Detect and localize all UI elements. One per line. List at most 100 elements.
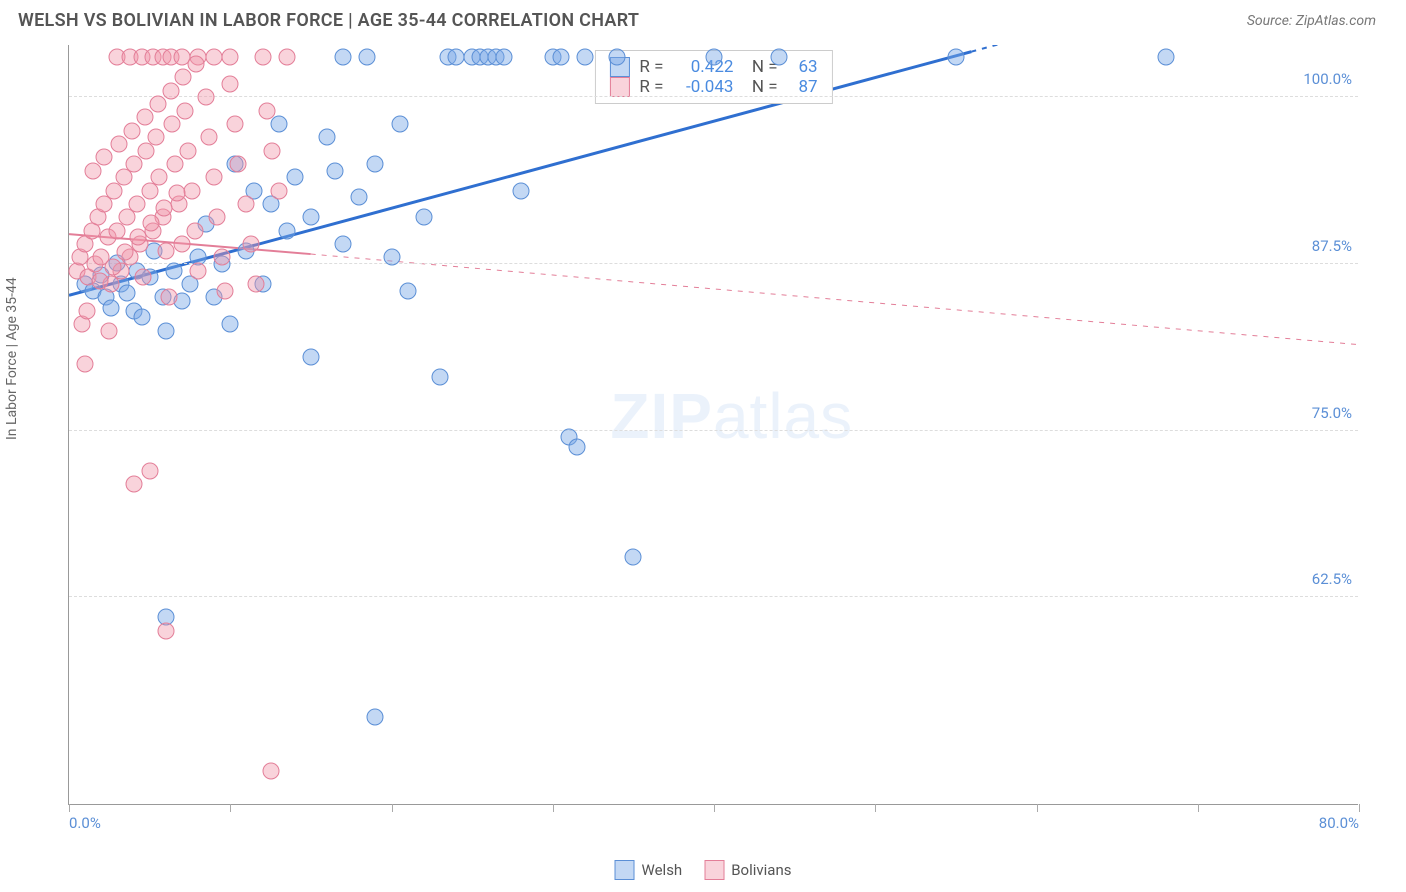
data-point-bolivians: [117, 244, 134, 261]
data-point-bolivians: [143, 214, 160, 231]
watermark: ZIPatlas: [610, 379, 853, 453]
data-point-bolivians: [188, 56, 205, 73]
y-axis-label: In Labor Force | Age 35-44: [4, 277, 20, 440]
data-point-bolivians: [136, 109, 153, 126]
data-point-welsh: [431, 369, 448, 386]
data-point-bolivians: [217, 282, 234, 299]
data-point-bolivians: [173, 236, 190, 253]
data-point-bolivians: [101, 322, 118, 339]
data-point-welsh: [399, 282, 416, 299]
data-point-bolivians: [227, 116, 244, 133]
data-point-welsh: [383, 249, 400, 266]
data-point-bolivians: [186, 222, 203, 239]
x-tick-label: 80.0%: [1319, 814, 1359, 832]
stat-r-bolivians: -0.043: [673, 77, 733, 97]
x-tick: [1198, 804, 1199, 812]
gridline: [69, 263, 1358, 264]
stat-r-label: R =: [639, 57, 663, 77]
gridline: [69, 96, 1358, 97]
data-point-welsh: [327, 162, 344, 179]
data-point-bolivians: [206, 169, 223, 186]
data-point-welsh: [102, 300, 119, 317]
scatter-plot: ZIPatlas R = 0.422 N = 63 R = -0.043 N =…: [68, 45, 1358, 805]
data-point-bolivians: [125, 156, 142, 173]
data-point-bolivians: [162, 82, 179, 99]
x-tick: [1037, 804, 1038, 812]
data-point-bolivians: [149, 96, 166, 113]
data-point-bolivians: [206, 49, 223, 66]
legend-label-bolivians: Bolivians: [731, 861, 791, 879]
data-point-bolivians: [183, 182, 200, 199]
data-point-welsh: [512, 182, 529, 199]
x-tick: [714, 804, 715, 812]
data-point-welsh: [577, 49, 594, 66]
data-point-bolivians: [104, 258, 121, 275]
swatch-bolivians: [609, 77, 629, 97]
y-tick-label: 62.5%: [1312, 570, 1352, 588]
data-point-bolivians: [201, 129, 218, 146]
data-point-welsh: [415, 209, 432, 226]
data-point-welsh: [335, 49, 352, 66]
data-point-bolivians: [278, 49, 295, 66]
data-point-welsh: [286, 169, 303, 186]
data-point-welsh: [770, 49, 787, 66]
data-point-welsh: [302, 349, 319, 366]
data-point-welsh: [367, 709, 384, 726]
data-point-welsh: [302, 209, 319, 226]
x-tick: [553, 804, 554, 812]
data-point-welsh: [351, 189, 368, 206]
data-point-welsh: [157, 322, 174, 339]
data-point-welsh: [947, 49, 964, 66]
data-point-bolivians: [254, 49, 271, 66]
data-point-bolivians: [175, 69, 192, 86]
data-point-welsh: [133, 309, 150, 326]
chart-header: WELSH VS BOLIVIAN IN LABOR FORCE | AGE 3…: [0, 0, 1406, 37]
data-point-bolivians: [85, 162, 102, 179]
y-tick-label: 87.5%: [1312, 237, 1352, 255]
trend-lines: [69, 45, 1358, 804]
data-point-welsh: [119, 285, 136, 302]
data-point-bolivians: [77, 356, 94, 373]
data-point-welsh: [165, 262, 182, 279]
data-point-bolivians: [180, 142, 197, 159]
data-point-welsh: [496, 49, 513, 66]
x-tick: [1359, 804, 1360, 812]
data-point-bolivians: [123, 122, 140, 139]
x-tick-label: 0.0%: [69, 814, 101, 832]
data-point-welsh: [609, 49, 626, 66]
chart-source: Source: ZipAtlas.com: [1247, 13, 1376, 29]
data-point-bolivians: [230, 156, 247, 173]
chart-container: In Labor Force | Age 35-44 ZIPatlas R = …: [18, 45, 1388, 835]
y-tick-label: 75.0%: [1312, 404, 1352, 422]
stat-n-welsh: 63: [788, 57, 818, 77]
data-point-welsh: [552, 49, 569, 66]
x-tick: [875, 804, 876, 812]
data-point-welsh: [1157, 49, 1174, 66]
data-point-bolivians: [128, 196, 145, 213]
data-point-bolivians: [151, 169, 168, 186]
data-point-welsh: [335, 236, 352, 253]
data-point-welsh: [568, 438, 585, 455]
data-point-bolivians: [141, 462, 158, 479]
data-point-bolivians: [190, 262, 207, 279]
legend-swatch-bolivians: [704, 860, 724, 880]
data-point-bolivians: [130, 229, 147, 246]
data-point-bolivians: [167, 156, 184, 173]
data-point-bolivians: [160, 289, 177, 306]
data-point-bolivians: [125, 476, 142, 493]
legend-swatch-welsh: [615, 860, 635, 880]
data-point-bolivians: [96, 149, 113, 166]
data-point-welsh: [391, 116, 408, 133]
stat-r-label: R =: [639, 77, 663, 97]
data-point-bolivians: [157, 242, 174, 259]
stat-n-bolivians: 87: [788, 77, 818, 97]
data-point-bolivians: [169, 185, 186, 202]
data-point-bolivians: [78, 302, 95, 319]
data-point-bolivians: [148, 129, 165, 146]
data-point-bolivians: [238, 196, 255, 213]
data-point-welsh: [359, 49, 376, 66]
legend-item-bolivians: Bolivians: [704, 860, 791, 880]
legend: Welsh Bolivians: [615, 860, 792, 880]
data-point-bolivians: [259, 102, 276, 119]
data-point-welsh: [319, 129, 336, 146]
